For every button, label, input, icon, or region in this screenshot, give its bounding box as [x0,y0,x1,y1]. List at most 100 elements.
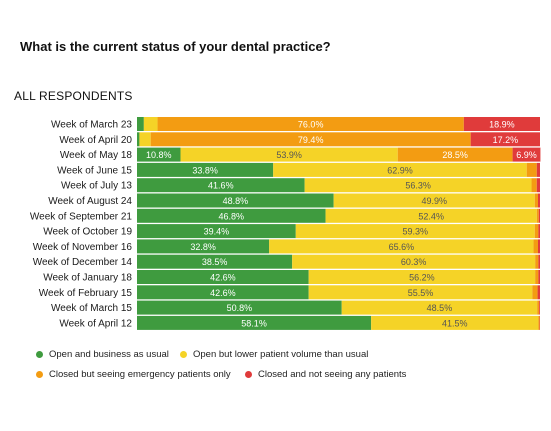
data-label: 28.5% [442,150,468,160]
data-label: 76.0% [298,120,324,130]
data-label: 59.3% [403,227,429,237]
data-label: 49.9% [421,196,447,206]
bar-segment [536,162,540,177]
data-label: 39.4% [204,227,230,237]
bar-segment [341,300,538,315]
category-label: Week of November 16 [33,242,133,253]
bar-segment [532,285,538,300]
category-label: Week of February 15 [39,288,133,299]
data-label: 38.5% [202,257,228,267]
bar-segment [538,208,540,223]
data-label: 42.6% [210,273,236,283]
bar-segment [137,285,309,300]
category-label: Week of May 18 [60,150,133,161]
bar-segment [137,162,274,177]
bar-segment [538,315,540,330]
bar-segment [538,224,540,239]
data-label: 6.9% [516,150,537,160]
bar-segment [295,224,535,239]
category-label: Week of October 19 [43,227,132,238]
data-label: 32.8% [190,242,216,252]
bar-segment [157,117,464,131]
category-label: Week of July 13 [61,181,132,192]
data-label: 53.9% [276,150,302,160]
bar-segment [137,254,293,269]
bar-segment [535,254,539,269]
bar-segment [463,117,540,131]
bar-segment [333,193,535,208]
bar-segment [531,178,537,193]
bar-segment [137,224,296,239]
bar-segment [137,315,372,330]
bar-segment [273,162,527,177]
data-label: 56.3% [405,181,431,191]
bar-segment [539,300,540,315]
data-label: 33.8% [192,165,218,175]
bar-segment [137,270,309,284]
data-label: 56.2% [409,273,435,283]
data-label: 58.1% [241,318,267,328]
bar-segment [143,117,158,131]
data-label: 18.9% [489,120,515,130]
category-label: Week of April 12 [59,318,132,329]
bar-segment [470,132,540,147]
bar-segment [137,193,334,208]
bar-segment [534,224,539,239]
chart-subtitle: ALL RESPONDENTS [14,89,133,103]
data-label: 41.5% [442,318,468,328]
bar-segment [308,270,536,284]
data-label: 41.6% [208,181,234,191]
category-label: Week of September 21 [30,211,133,222]
bar-segment [512,147,541,162]
bar-segment [536,178,540,193]
bar-segment [538,254,540,269]
data-label: 10.8% [146,150,172,160]
data-label: 46.8% [219,211,245,221]
bar-segment [139,132,151,147]
bar-segment [137,239,270,254]
bar-segment [137,147,181,162]
bar-segment [538,270,540,284]
category-label: Week of August 24 [48,196,132,207]
bar-segment [536,208,539,223]
data-label: 17.2% [493,135,519,145]
data-label: 79.4% [298,135,324,145]
bar-segment [137,300,342,315]
bar-segment [150,132,471,147]
data-label: 42.6% [210,288,236,298]
category-label: Week of January 18 [43,273,132,284]
bar-segment [534,193,538,208]
data-label: 50.8% [227,303,253,313]
bar-segment [304,178,532,193]
bar-segment [535,270,539,284]
bar-segment [325,208,537,223]
data-label: 65.6% [389,242,415,252]
bar-segment [180,147,398,162]
data-label: 55.5% [408,288,434,298]
bar-segment [371,315,539,330]
chart-question: What is the current status of your denta… [20,39,331,54]
bar-segment [308,285,533,300]
category-label: Week of March 15 [51,303,132,314]
category-label: Week of June 15 [57,165,132,176]
data-label: 60.3% [401,257,427,267]
bar-segment [269,239,534,254]
bar-segment [137,178,305,193]
bar-segment [292,254,536,269]
bar-segment [137,117,144,131]
bar-segment [397,147,513,162]
bar-segment [537,239,540,254]
bar-segment [537,285,540,300]
bar-segment [537,193,540,208]
data-label: 62.9% [387,165,413,175]
data-label: 52.4% [418,211,444,221]
bar-segment [137,132,140,147]
category-label: Week of April 20 [59,135,132,146]
bar-segment [533,239,538,254]
category-label: Week of December 14 [33,257,133,268]
data-label: 48.8% [223,196,249,206]
bar-segment [526,162,537,177]
category-label: Week of March 23 [51,120,132,131]
